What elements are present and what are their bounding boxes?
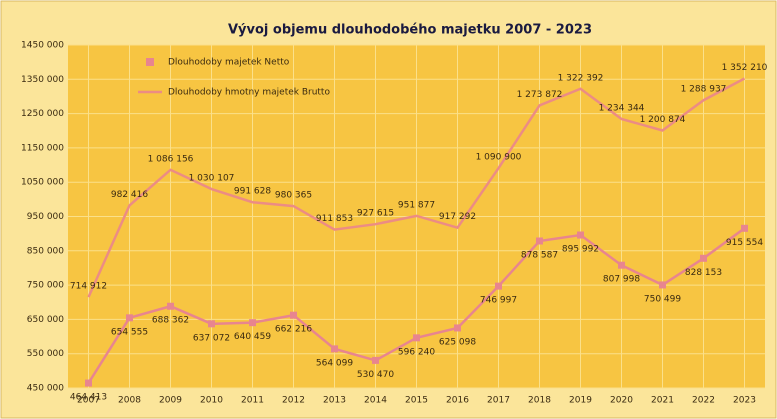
data-label: 878 587 <box>521 250 558 260</box>
x-tick-label: 2009 <box>159 396 182 406</box>
point-marker <box>454 324 461 332</box>
y-tick-label: 1150 000 <box>21 143 64 153</box>
y-tick-label: 1350 000 <box>21 75 64 85</box>
data-label: 640 459 <box>234 332 271 342</box>
y-tick-label: 650 000 <box>27 315 64 325</box>
point-marker <box>372 356 379 364</box>
y-tick-label: 1050 000 <box>21 178 64 188</box>
point-marker <box>495 282 502 290</box>
data-label: 530 470 <box>357 370 394 380</box>
data-label: 596 240 <box>398 347 435 357</box>
x-tick-label: 2008 <box>118 396 141 406</box>
x-tick-label: 2013 <box>323 396 346 406</box>
data-label: 917 292 <box>439 212 476 222</box>
x-tick-label: 2018 <box>528 396 551 406</box>
point-marker <box>290 311 297 319</box>
data-label: 637 072 <box>193 333 230 343</box>
y-tick-label: 1250 000 <box>21 109 64 119</box>
point-marker <box>208 320 215 328</box>
data-label: 1 322 392 <box>558 73 604 83</box>
data-label: 564 099 <box>316 358 353 368</box>
data-label: 1 090 900 <box>476 153 522 163</box>
x-tick-label: 2011 <box>241 396 264 406</box>
y-tick-label: 1450 000 <box>21 41 64 51</box>
data-label: 1 273 872 <box>517 90 563 100</box>
data-label: 1 234 344 <box>599 103 645 113</box>
point-marker <box>413 334 420 342</box>
data-label: 750 499 <box>644 294 681 304</box>
x-tick-label: 2012 <box>282 396 305 406</box>
x-tick-label: 2019 <box>569 396 592 406</box>
x-tick-label: 2020 <box>610 396 633 406</box>
point-marker <box>331 345 338 353</box>
data-label: 951 877 <box>398 200 435 210</box>
data-label: 980 365 <box>275 191 312 201</box>
legend-marker <box>146 58 154 66</box>
data-label: 746 997 <box>480 296 517 306</box>
data-label: 807 998 <box>603 275 640 285</box>
chart-title: Vývoj objemu dlouhodobého majetku 2007 -… <box>228 23 592 38</box>
y-tick-label: 550 000 <box>27 349 64 359</box>
data-label: 1 288 937 <box>681 85 727 95</box>
data-label: 915 554 <box>726 238 763 248</box>
point-marker <box>249 319 256 327</box>
x-tick-label: 2021 <box>651 396 674 406</box>
x-tick-label: 2016 <box>446 396 469 406</box>
data-label: 654 555 <box>111 327 148 337</box>
data-label: 911 853 <box>316 214 353 224</box>
legend-label: Dlouhodoby hmotny majetek Brutto <box>168 88 330 98</box>
data-label: 982 416 <box>111 190 148 200</box>
point-marker <box>659 281 666 289</box>
series-line <box>87 77 746 298</box>
x-tick-label: 2015 <box>405 396 428 406</box>
data-label: 991 628 <box>234 187 271 197</box>
point-marker <box>167 302 174 310</box>
data-label: 625 098 <box>439 337 476 347</box>
data-label: 662 216 <box>275 325 312 335</box>
data-label: 464 413 <box>70 393 107 403</box>
point-marker <box>577 231 584 239</box>
x-tick-label: 2007 <box>77 396 100 406</box>
data-label: 714 912 <box>70 282 107 292</box>
point-marker <box>618 261 625 269</box>
point-marker <box>700 254 707 262</box>
y-tick-label: 850 000 <box>27 246 64 256</box>
y-tick-label: 450 000 <box>27 384 64 394</box>
point-marker <box>741 224 748 232</box>
x-tick-label: 2010 <box>200 396 223 406</box>
data-label: 1 200 874 <box>640 115 686 125</box>
x-tick-label: 2023 <box>733 396 756 406</box>
point-marker <box>85 379 92 387</box>
data-label: 1 086 156 <box>148 154 194 164</box>
legend-label: Dlouhodoby majetek Netto <box>168 58 290 68</box>
data-label: 828 153 <box>685 268 722 278</box>
data-label: 895 992 <box>562 245 599 255</box>
point-marker <box>536 237 543 245</box>
y-tick-label: 750 000 <box>27 281 64 291</box>
data-label: 1 352 210 <box>722 63 768 73</box>
y-tick-label: 950 000 <box>27 212 64 222</box>
data-label: 927 615 <box>357 209 394 219</box>
data-label: 688 362 <box>152 316 189 326</box>
x-tick-label: 2017 <box>487 396 510 406</box>
data-label: 1 030 107 <box>189 174 235 184</box>
point-marker <box>126 314 133 322</box>
x-tick-label: 2022 <box>692 396 715 406</box>
x-tick-label: 2014 <box>364 396 387 406</box>
